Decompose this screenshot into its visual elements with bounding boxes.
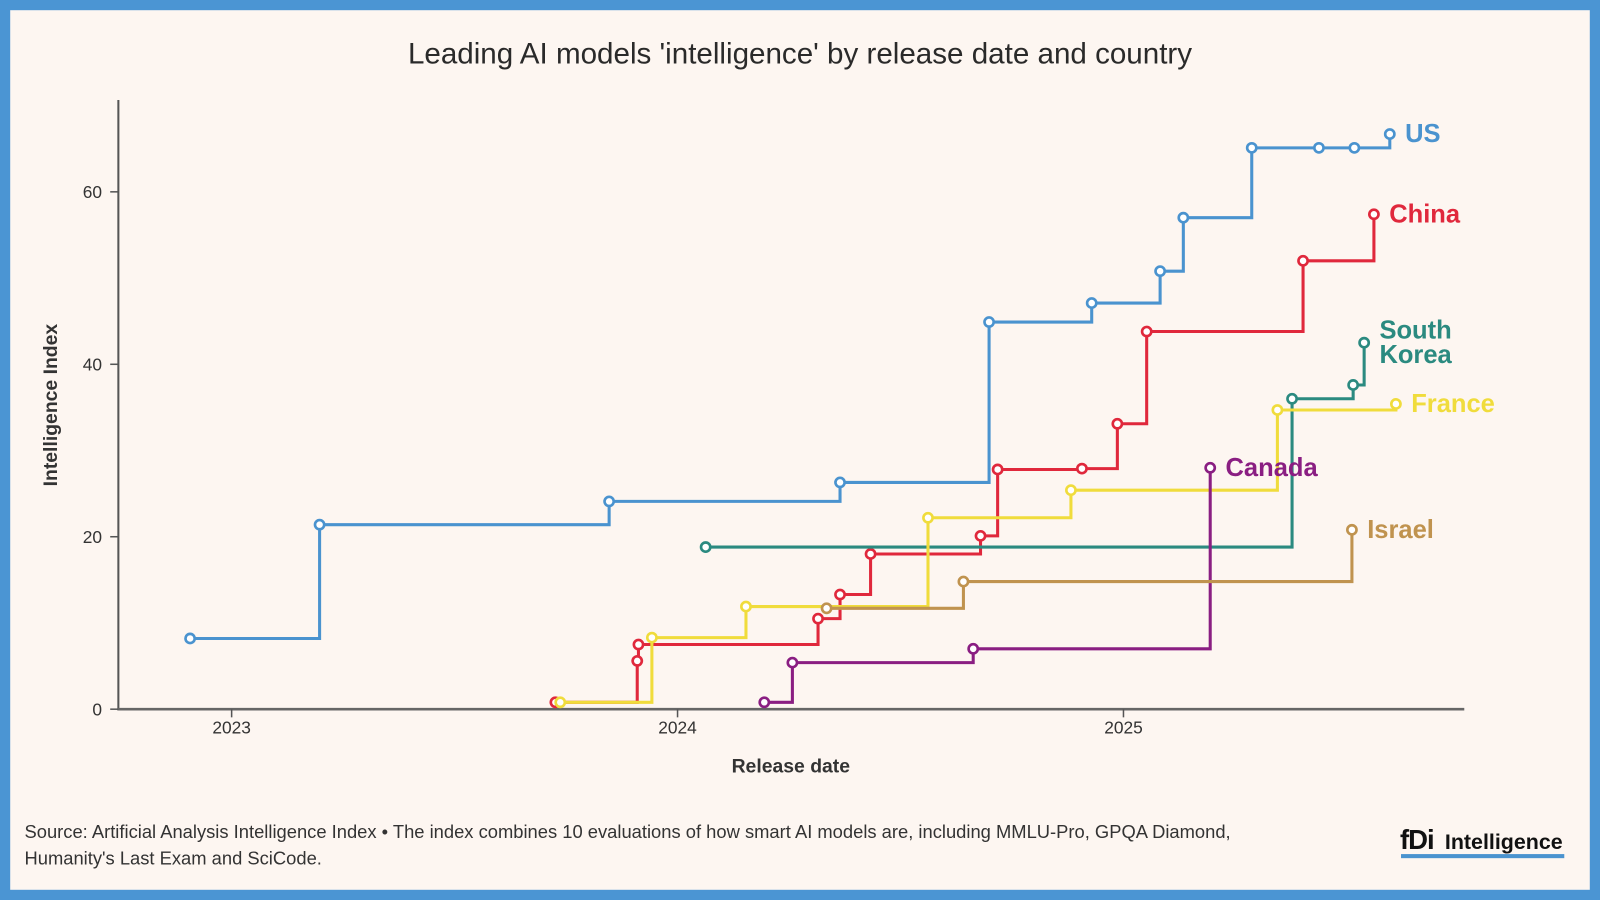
series-us: US [184,120,1441,645]
x-axis-label: Release date [732,755,851,777]
data-point-france [1065,484,1077,497]
series-israel: Israel [820,516,1434,615]
y-tick-label: 60 [83,182,102,202]
x-tick-label: 2025 [1104,718,1143,738]
data-point-france [922,511,934,524]
svg-text:fDi: fDi [1400,824,1434,855]
y-axis-label: Intelligence Index [40,324,62,487]
series-south-korea: South Korea [699,317,1453,554]
y-tick-label: 20 [83,527,102,547]
data-point-china [632,638,645,651]
series-china: China [549,200,1461,709]
data-point-south-korea [699,541,712,554]
source-note-line1: Source: Artificial Analysis Intelligence… [24,821,1230,842]
y-tick-label: 0 [92,699,102,719]
data-point-us [1154,265,1167,278]
data-point-france [554,696,567,709]
data-point-us [603,495,616,508]
data-point-south-korea [1358,336,1371,349]
data-point-canada [1204,461,1217,474]
data-point-israel [957,575,970,588]
x-tick-label: 2023 [212,718,251,738]
data-point-china [812,612,824,625]
data-point-china [864,548,877,560]
data-point-france [645,631,658,644]
source-note-line2: Humanity's Last Exam and SciCode. [24,847,321,868]
series-label-france: France [1411,390,1495,418]
data-point-south-korea [1347,379,1360,391]
y-tick-label: 40 [83,354,102,374]
series-label-israel: Israel [1367,516,1434,544]
data-point-us [1313,141,1325,154]
data-point-france [1271,404,1284,416]
data-point-china [1076,462,1088,475]
series-canada: Canada [758,454,1319,709]
data-point-china [991,463,1004,476]
series-line-south-korea [705,342,1366,549]
fdi-intelligence-logo: fDi Intelligence [1400,824,1565,859]
data-point-canada [758,696,771,709]
data-point-us [983,316,996,328]
data-point-canada [967,642,980,655]
data-point-canada [786,656,799,669]
data-point-china [1297,254,1309,267]
data-point-us [1348,141,1361,154]
data-point-israel [1346,523,1358,536]
svg-text:Intelligence: Intelligence [1445,830,1563,854]
chart-background [10,10,1590,890]
data-point-china [974,529,987,542]
data-point-israel [820,602,833,615]
data-point-us [184,632,197,645]
data-point-france [740,600,752,613]
data-point-china [1367,208,1380,221]
data-point-china [631,654,644,667]
data-point-china [834,588,846,601]
x-tick-label: 2024 [658,718,697,738]
series-line-canada [764,467,1212,704]
data-point-us [1085,297,1098,309]
series-label-south-korea: South Korea [1379,317,1452,369]
data-point-china [1140,325,1153,338]
data-point-us [1177,211,1190,224]
data-point-us [1383,128,1396,140]
data-point-france [1389,398,1402,410]
series-label-china: China [1389,200,1461,228]
data-point-us [834,476,846,489]
data-point-us [1245,141,1258,154]
chart-title: Leading AI models 'intelligence' by rele… [408,37,1192,70]
data-point-china [1111,417,1124,430]
data-point-us [313,518,326,531]
data-point-south-korea [1286,392,1298,405]
series-france: France [554,390,1495,709]
series-label-us: US [1405,120,1440,148]
series-label-canada: Canada [1226,454,1319,482]
